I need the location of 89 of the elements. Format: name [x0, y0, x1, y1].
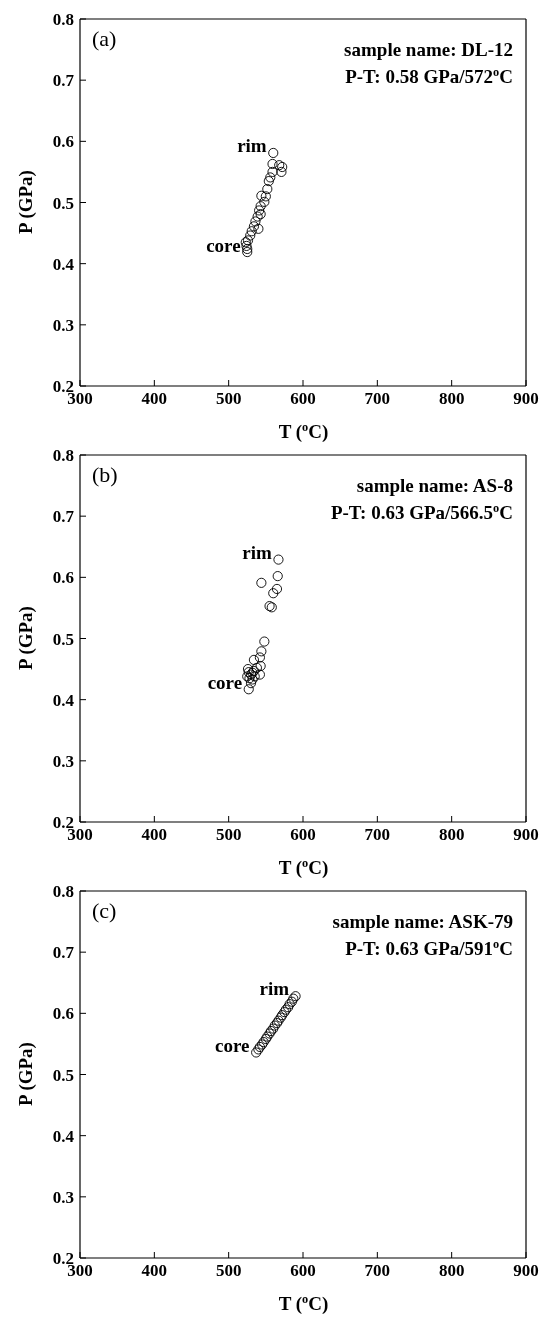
- point: [255, 201, 266, 212]
- y-tick-label: 0.3: [52, 751, 74, 771]
- y-axis-title: P (GPa): [15, 606, 38, 670]
- y-tick-label: 0.5: [52, 1065, 74, 1085]
- y-tick-label: 0.3: [52, 1187, 74, 1207]
- point: [256, 577, 267, 588]
- x-tick-label: 700: [364, 825, 391, 845]
- x-tick-label: 400: [141, 825, 168, 845]
- point: [256, 190, 267, 201]
- x-axis-title: T ($^{o}$C): [278, 420, 329, 443]
- x-tick-label: 700: [364, 389, 391, 409]
- y-tick-label: 0.6: [52, 568, 74, 588]
- point: [242, 247, 253, 258]
- point: [250, 216, 261, 227]
- point: [248, 654, 259, 665]
- x-tick-label: 600: [290, 389, 316, 409]
- y-tick-label: 0.4: [52, 1126, 75, 1146]
- x-tick-label: 900: [513, 389, 539, 409]
- point: [259, 196, 270, 207]
- y-tick-label: 0.3: [52, 315, 74, 335]
- y-tick-label: 0.6: [52, 132, 74, 152]
- y-tick-label: 0.7: [52, 507, 75, 527]
- y-tick-label: 0.8: [52, 882, 74, 902]
- x-tick-label: 600: [290, 1261, 316, 1281]
- annotation: core: [207, 672, 243, 694]
- x-tick-label: 500: [215, 389, 242, 409]
- point: [273, 554, 284, 565]
- chart-title: (a): [92, 26, 117, 51]
- point: [254, 652, 265, 663]
- annotation: P-T: 0.58 GPa/572$^{o}$C: [345, 65, 513, 87]
- annotation: rim: [237, 135, 267, 157]
- x-tick-label: 600: [290, 825, 316, 845]
- point: [246, 226, 257, 237]
- x-axis-title: T ($^{o}$C): [278, 1292, 329, 1315]
- x-tick-label: 500: [215, 1261, 242, 1281]
- annotation: sample name: DL-12: [344, 39, 513, 60]
- annotation: core: [206, 235, 241, 257]
- point: [254, 205, 265, 216]
- x-tick-label: 800: [438, 825, 465, 845]
- x-tick-label: 500: [215, 825, 242, 845]
- y-tick-label: 0.4: [52, 254, 75, 274]
- x-tick-label: 800: [438, 1261, 465, 1281]
- point: [256, 646, 267, 657]
- x-tick-label: 400: [141, 1261, 168, 1281]
- chart-title: (b): [92, 462, 118, 487]
- point: [253, 223, 264, 234]
- y-tick-label: 0.7: [52, 71, 75, 91]
- x-tick-label: 900: [513, 1261, 539, 1281]
- point: [245, 678, 257, 689]
- point: [262, 183, 273, 195]
- annotation: sample name: AS-8: [356, 475, 513, 496]
- point: [242, 243, 253, 255]
- point: [268, 588, 279, 599]
- y-tick-label: 0.7: [52, 943, 75, 963]
- point: [245, 230, 256, 241]
- y-tick-label: 0.8: [52, 446, 74, 466]
- annotation: rim: [259, 978, 290, 1000]
- point: [263, 176, 274, 187]
- annotation: sample name: ASK-79: [332, 911, 513, 932]
- point: [272, 571, 283, 582]
- point: [267, 158, 278, 170]
- point: [267, 166, 278, 177]
- y-axis-title: P (GPa): [15, 1042, 38, 1106]
- x-axis-title: T ($^{o}$C): [278, 856, 329, 879]
- point: [248, 221, 259, 232]
- annotation: core: [215, 1035, 250, 1057]
- y-tick-label: 0.5: [52, 629, 74, 649]
- point: [254, 669, 265, 680]
- y-tick-label: 0.4: [52, 690, 75, 710]
- point: [276, 166, 287, 177]
- point: [268, 147, 279, 159]
- point: [255, 660, 266, 672]
- point: [259, 636, 270, 647]
- chart-title: (c): [92, 898, 117, 923]
- y-tick-label: 0.6: [52, 1004, 74, 1024]
- annotation: P-T: 0.63 GPa/566.5$^{o}$C: [330, 501, 513, 523]
- y-tick-label: 0.5: [52, 193, 74, 213]
- x-tick-label: 800: [438, 389, 465, 409]
- y-axis-title: P (GPa): [15, 170, 38, 234]
- y-tick-label: 0.8: [52, 10, 74, 30]
- point: [265, 172, 276, 183]
- x-tick-label: 400: [141, 389, 168, 409]
- point: [260, 191, 271, 202]
- annotation: P-T: 0.63 GPa/591$^{o}$C: [345, 937, 513, 959]
- x-tick-label: 700: [364, 1261, 391, 1281]
- point: [271, 583, 283, 595]
- point: [243, 684, 254, 695]
- annotation: rim: [242, 542, 273, 564]
- x-tick-label: 900: [513, 825, 539, 845]
